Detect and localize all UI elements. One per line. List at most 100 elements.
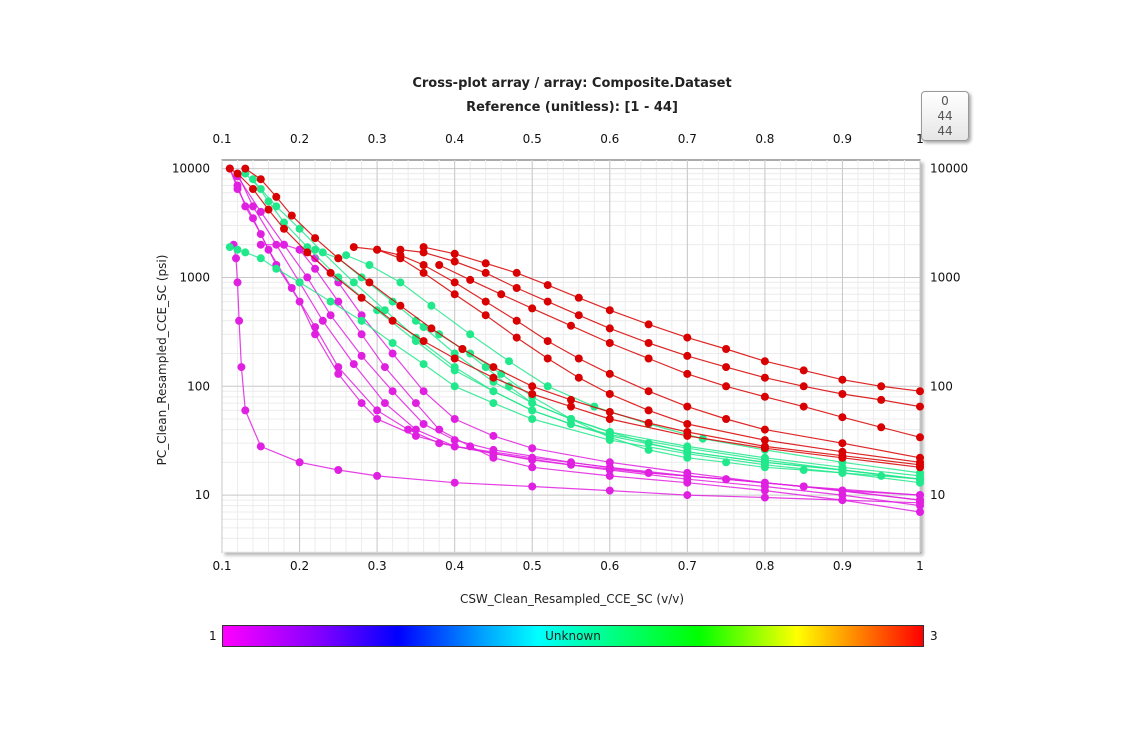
data-point: [233, 169, 242, 178]
x-tick-label-top: 0.1: [212, 132, 231, 146]
data-series: [225, 164, 924, 516]
data-point: [388, 387, 397, 396]
data-point: [543, 382, 552, 391]
data-point: [528, 304, 537, 313]
data-point: [466, 330, 475, 339]
data-point: [838, 375, 847, 384]
data-point: [235, 316, 244, 325]
data-point: [435, 261, 444, 269]
data-point: [574, 373, 583, 382]
x-tick-label-top: 0.9: [833, 132, 852, 146]
x-tick-label-top: 0.5: [523, 132, 542, 146]
data-point: [342, 251, 351, 260]
data-point: [419, 323, 428, 332]
data-point: [241, 406, 250, 415]
data-point: [760, 442, 769, 451]
data-point: [326, 268, 335, 277]
data-point: [838, 486, 847, 495]
y-tick-label-right: 10000: [930, 162, 968, 176]
data-point: [233, 245, 242, 254]
data-point: [388, 316, 397, 325]
data-point: [722, 458, 731, 467]
data-point: [683, 468, 692, 477]
data-point: [404, 425, 413, 434]
x-tick-label-bottom: 0.9: [833, 559, 852, 573]
data-point: [838, 439, 847, 448]
data-point: [644, 339, 653, 347]
data-point: [683, 428, 692, 436]
data-point: [489, 445, 498, 454]
reference-range-widget[interactable]: 0 44 44: [921, 91, 969, 141]
x-tick-label-top: 1: [916, 132, 924, 146]
y-tick-label-left: 10000: [172, 162, 210, 176]
data-point: [512, 268, 521, 277]
data-point: [311, 323, 320, 332]
data-point: [264, 197, 273, 206]
data-point: [380, 363, 389, 372]
data-point: [249, 214, 257, 223]
data-point: [489, 363, 498, 372]
y-tick-label-right: 1000: [930, 270, 961, 284]
data-point: [683, 351, 692, 360]
data-point: [311, 245, 320, 254]
data-point: [295, 245, 304, 254]
data-point: [605, 324, 614, 333]
data-point: [450, 354, 459, 363]
data-point: [760, 436, 769, 445]
data-point: [722, 415, 731, 423]
data-point: [303, 248, 312, 257]
colorbar-max-label: 3: [930, 629, 938, 643]
data-point: [365, 278, 374, 287]
data-point: [256, 240, 265, 249]
data-point: [373, 471, 382, 480]
x-tick-label-top: 0.6: [600, 132, 619, 146]
data-point: [311, 234, 320, 243]
data-point: [489, 453, 498, 462]
data-point: [512, 284, 521, 292]
x-tick-label-bottom: 0.2: [290, 559, 309, 573]
y-tick-label-left: 10: [195, 488, 210, 502]
data-point: [543, 354, 552, 363]
data-point: [683, 333, 692, 342]
data-point: [760, 357, 769, 366]
data-point: [225, 164, 234, 173]
data-point: [760, 373, 769, 382]
data-point: [574, 311, 583, 320]
y-tick-label-left: 100: [187, 379, 210, 393]
data-point: [411, 316, 420, 325]
series-line: [299, 249, 921, 501]
data-point: [838, 390, 847, 398]
data-point: [543, 337, 552, 346]
data-point: [388, 349, 397, 358]
data-point: [683, 420, 692, 428]
data-point: [916, 496, 924, 505]
data-point: [644, 406, 653, 415]
data-point: [334, 369, 343, 378]
data-point: [574, 293, 583, 302]
data-point: [760, 486, 769, 495]
data-point: [838, 496, 847, 505]
x-tick-label-bottom: 0.1: [212, 559, 231, 573]
data-point: [644, 439, 653, 448]
data-point: [419, 420, 428, 428]
data-point: [249, 185, 257, 193]
data-point: [233, 185, 242, 193]
series-15: [241, 164, 924, 469]
data-point: [272, 264, 281, 273]
data-point: [528, 382, 537, 391]
data-point: [489, 387, 498, 396]
data-point: [489, 373, 498, 382]
data-point: [357, 316, 366, 325]
data-point: [357, 399, 366, 408]
data-point: [419, 268, 428, 277]
data-point: [380, 306, 389, 315]
data-point: [450, 442, 459, 451]
data-point: [528, 390, 537, 398]
data-point: [528, 406, 537, 415]
data-point: [396, 278, 405, 287]
data-point: [380, 399, 389, 408]
series-line: [400, 249, 921, 408]
data-point: [419, 243, 428, 252]
data-point: [799, 382, 808, 391]
